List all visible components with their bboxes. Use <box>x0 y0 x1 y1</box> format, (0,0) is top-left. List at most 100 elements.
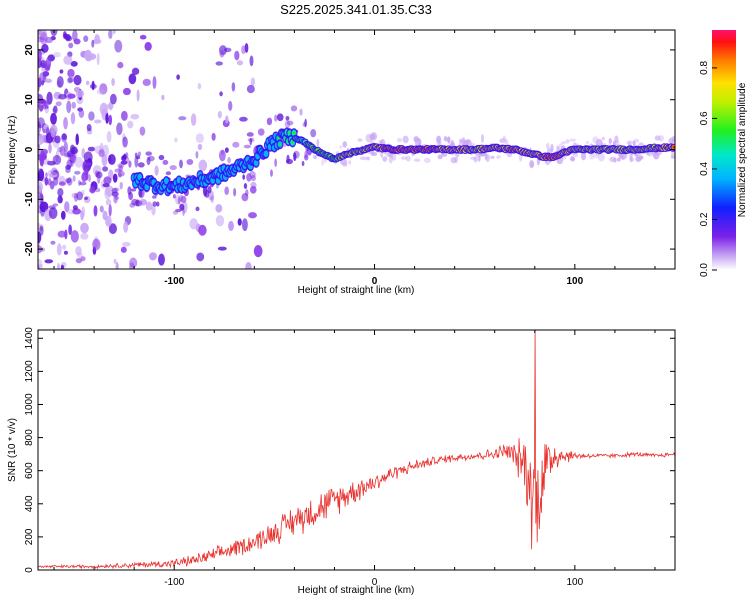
noise-blob <box>38 117 45 129</box>
noise-blob <box>388 155 393 164</box>
noise-blob <box>91 39 95 48</box>
noise-blob <box>47 160 51 165</box>
noise-blob <box>38 36 45 43</box>
noise-blob <box>98 149 105 158</box>
noise-blob <box>72 205 78 211</box>
noise-blob <box>38 30 47 41</box>
noise-blob <box>139 198 147 206</box>
noise-blob <box>215 61 223 66</box>
noise-blob <box>112 173 118 183</box>
noise-blob <box>186 159 194 165</box>
x-tick-label: -100 <box>164 276 184 287</box>
noise-blob <box>198 224 207 236</box>
noise-blob <box>114 39 123 53</box>
noise-blob <box>219 91 223 97</box>
noise-blob <box>96 89 106 95</box>
noise-blob <box>342 141 348 148</box>
noise-blob <box>496 155 501 160</box>
noise-blob <box>172 194 176 199</box>
noise-blob <box>266 117 273 126</box>
noise-blob <box>228 100 233 112</box>
noise-blob <box>243 183 248 190</box>
noise-blob <box>53 52 61 58</box>
noise-blob <box>45 172 48 178</box>
noise-blob <box>45 56 52 69</box>
spectrogram-ridge <box>130 127 675 197</box>
noise-blob <box>84 196 88 200</box>
noise-blob <box>64 201 70 213</box>
noise-blob <box>158 154 165 161</box>
noise-blob <box>169 165 177 171</box>
noise-blob <box>52 154 62 165</box>
noise-blob <box>127 186 132 196</box>
noise-blob <box>257 128 265 136</box>
noise-blob <box>131 67 140 75</box>
noise-blob <box>609 156 616 163</box>
noise-blob <box>253 245 263 258</box>
noise-blob <box>274 158 277 167</box>
noise-blob <box>56 262 61 269</box>
noise-blob <box>57 188 64 197</box>
noise-blob <box>136 89 140 102</box>
noise-blob <box>165 171 172 176</box>
noise-blob <box>86 80 90 86</box>
noise-blob <box>195 133 204 144</box>
noise-blob <box>111 191 119 197</box>
noise-blob <box>122 87 131 96</box>
noise-blob <box>180 195 187 204</box>
spectrogram-y-axis-title: Frequency (Hz) <box>7 116 18 185</box>
noise-blob <box>237 218 242 226</box>
noise-blob <box>447 136 451 144</box>
noise-blob <box>196 252 205 262</box>
noise-blob <box>40 80 45 86</box>
noise-blob <box>285 115 290 121</box>
noise-blob <box>286 120 294 126</box>
noise-blob <box>359 156 368 161</box>
noise-blob <box>99 205 104 213</box>
noise-blob <box>242 174 245 180</box>
x-tick-label: 0 <box>372 577 378 588</box>
noise-blob <box>45 180 49 185</box>
noise-blob <box>629 157 635 162</box>
noise-blob <box>111 187 118 194</box>
noise-blob <box>370 152 378 157</box>
noise-blob <box>570 156 575 161</box>
noise-blob <box>592 136 599 144</box>
noise-blob <box>573 142 577 147</box>
noise-blob <box>105 215 112 227</box>
noise-blob <box>80 232 89 240</box>
noise-blob <box>556 145 560 152</box>
noise-blob <box>50 30 58 37</box>
noise-blob <box>215 203 223 213</box>
noise-blob <box>72 175 76 182</box>
noise-blob <box>139 126 146 136</box>
noise-blob <box>436 135 442 143</box>
noise-blob <box>321 158 325 166</box>
noise-blob <box>178 116 187 121</box>
noise-blob <box>113 187 120 192</box>
snr-series-line <box>38 330 675 570</box>
noise-blob <box>122 241 131 247</box>
noise-blob <box>450 156 457 164</box>
noise-blob <box>88 111 95 121</box>
noise-blob <box>63 250 68 255</box>
noise-blob <box>49 180 55 190</box>
noise-blob <box>561 141 566 145</box>
noise-blob <box>102 166 109 172</box>
noise-blob <box>142 78 151 87</box>
noise-blob <box>122 136 128 148</box>
noise-blob <box>670 155 675 159</box>
noise-blob <box>138 190 143 198</box>
noise-blob <box>60 210 66 220</box>
noise-blob <box>152 201 158 207</box>
noise-blob <box>179 203 185 211</box>
noise-blob <box>304 118 307 128</box>
noise-blob <box>74 170 81 175</box>
noise-blob <box>71 101 76 109</box>
noise-blob <box>342 162 348 167</box>
noise-blob <box>613 157 617 163</box>
noise-blob <box>56 243 62 256</box>
noise-blob <box>105 112 109 124</box>
noise-blob <box>108 114 113 126</box>
noise-blob <box>154 165 159 176</box>
